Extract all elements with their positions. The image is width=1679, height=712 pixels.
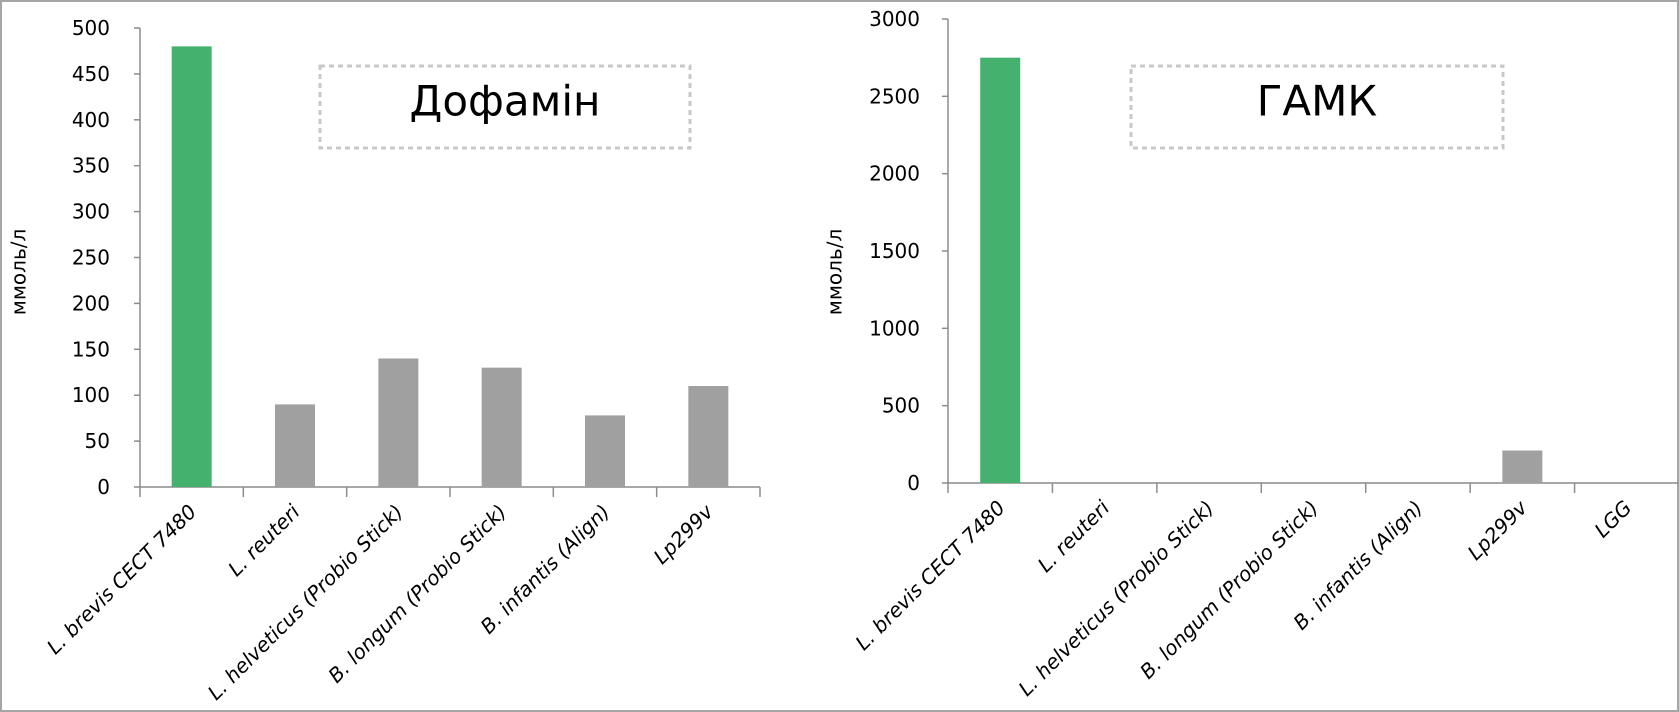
x-category-label: L. brevis CECT 7480	[42, 500, 201, 659]
chart-1: Дофамін 0 50 100 150 200 250 300 350 400 450 500 ммо…	[7, 16, 761, 705]
chart-title: ГАМК	[1257, 77, 1377, 126]
y-axis-label: ммоль/л	[7, 229, 31, 316]
x-category-label: B. longum (Probio Stick)	[1135, 496, 1323, 684]
x-category-label: Lp299v	[649, 499, 719, 569]
x-category-label: L. brevis CECT 7480	[850, 496, 1009, 655]
y-tick-label: 100	[72, 383, 110, 407]
bar-5	[585, 415, 625, 487]
chart-title-box	[1129, 64, 1505, 150]
x-category-label: L. reuteri	[223, 499, 305, 581]
x-category-label: L. helveticus (Probio Stick)	[203, 500, 408, 705]
chart-title: Дофамін	[410, 77, 601, 126]
y-tick-label: 1000	[869, 316, 920, 340]
chart-title-box	[318, 64, 692, 150]
y-tick-label: 2000	[869, 162, 920, 186]
bar-2	[275, 404, 315, 487]
bar-3	[378, 358, 419, 487]
x-category-label: LGG	[1590, 496, 1637, 543]
y-tick-label: 0	[97, 475, 110, 499]
x-category-label: L. helveticus (Probio Stick)	[1014, 496, 1219, 701]
x-category-label: B. longum (Probio Stick)	[323, 500, 511, 688]
x-category-label: L. reuteri	[1033, 495, 1115, 577]
y-tick-label: 500	[882, 394, 920, 418]
y-tick-label: 200	[72, 291, 110, 315]
y-tick-label: 250	[72, 246, 110, 270]
y-tick-label: 50	[85, 429, 110, 453]
bar-1	[171, 46, 212, 488]
y-axis-label: ммоль/л	[823, 229, 847, 316]
bar-4	[481, 367, 522, 487]
y-tick-label: 500	[72, 16, 110, 40]
bar-1	[980, 57, 1021, 484]
y-tick-label: 150	[72, 337, 110, 361]
y-tick-label: 300	[72, 200, 110, 224]
x-category-label: Lp299v	[1463, 495, 1533, 565]
bar-6	[688, 386, 729, 487]
y-tick-label: 2500	[869, 84, 920, 108]
chart-2: ГАМК 0 500 1000 1500 2000 2500 3000 ммоль/л L. br…	[823, 7, 1679, 701]
y-tick-label: 350	[72, 154, 110, 178]
y-tick-label: 450	[72, 62, 110, 86]
bar-6	[1502, 450, 1543, 483]
y-tick-label: 0	[907, 471, 920, 495]
y-tick-label: 400	[72, 108, 110, 132]
y-tick-label: 1500	[869, 239, 920, 263]
y-tick-label: 3000	[869, 7, 920, 31]
